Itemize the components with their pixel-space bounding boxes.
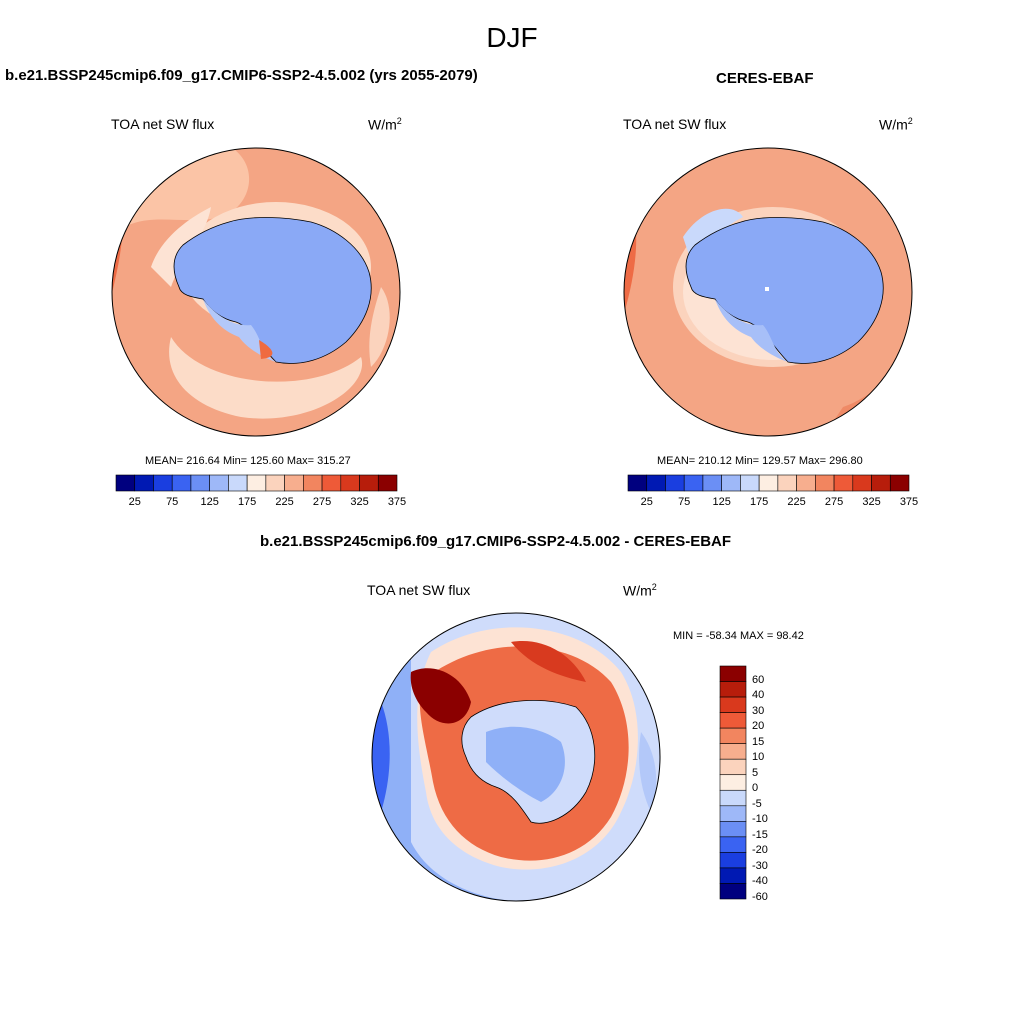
panel-3-colorbar [719, 665, 747, 900]
panel-2-colorbar-box [721, 474, 741, 492]
panel-3-colorbar-tick-label: 60 [752, 673, 765, 686]
panel-1-colorbar-box [115, 474, 136, 492]
panel-1-colorbar-box [303, 474, 323, 492]
panel-2-stats: MEAN= 210.12 Min= 129.57 Max= 296.80 [657, 455, 863, 467]
panel-1-colorbar-tick-label: 375 [387, 496, 407, 508]
panel-3-colorbar-box [719, 727, 747, 744]
panel-3-colorbar-tick-label: -15 [752, 828, 768, 841]
panel-1-colorbar-box [284, 474, 304, 492]
panel-1-colorbar-box [134, 474, 154, 492]
panel-3-colorbar-box [719, 774, 747, 791]
panel-2-colorbar-box [852, 474, 872, 492]
panel-2-colorbar-tick-label: 175 [749, 496, 769, 508]
panel-2-colorbar-box [740, 474, 760, 492]
panel-2-colorbar-tick-label: 75 [678, 496, 691, 508]
panel-2-colorbar-box [646, 474, 666, 492]
panel-3-colorbar-tick-label: -30 [752, 859, 768, 872]
panel-2-colorbar-box [833, 474, 854, 492]
panel-3-variable-label: TOA net SW flux [367, 582, 471, 598]
panel-3-colorbar-box [719, 883, 747, 900]
panel-1-colorbar-tick-label: 75 [166, 496, 179, 508]
panel-1-colorbar-box [153, 474, 173, 492]
figure-title: DJF [486, 22, 538, 53]
panel-2-colorbar-box [871, 474, 891, 492]
panel-3-colorbar-box [719, 743, 747, 760]
panel-1-colorbar-tick-label: 125 [200, 496, 219, 508]
panel-2-unit-label: W/m2 [879, 116, 913, 133]
panel-2-colorbar-box [758, 474, 779, 492]
panel-3-colorbar-box [719, 821, 747, 838]
panel-2-colorbar-box [665, 474, 685, 492]
panel-3-colorbar-box [719, 681, 747, 698]
panel-3-colorbar-tick-label: -10 [752, 813, 768, 826]
panel-1-colorbar-tick-label: 325 [350, 496, 369, 508]
panel-1-unit-label: W/m2 [368, 116, 402, 133]
panel-2-colorbar-box [796, 474, 816, 492]
panel-3-polar-map [371, 612, 661, 902]
panel-3-colorbar-tick-label: -20 [752, 844, 768, 857]
panel-1-colorbar-box [321, 474, 342, 492]
panel-1-colorbar-box [209, 474, 229, 492]
panel-1-colorbar-tick-label: 175 [237, 496, 257, 508]
panel-1-colorbar-box [246, 474, 267, 492]
panel-3-colorbar-box [719, 852, 747, 869]
panel-3-colorbar-tick-label: 0 [752, 782, 759, 795]
panel-2-polar-map [623, 147, 913, 437]
panel-2-colorbar-tick-label: 275 [824, 496, 844, 508]
panel-3-colorbar-box [719, 665, 747, 682]
panel-1-colorbar-tick-label: 275 [312, 496, 332, 508]
panel-2-colorbar-tick-label: 325 [862, 496, 881, 508]
panel-3-colorbar-box [719, 867, 747, 884]
panel-2-antarctica-land [685, 217, 884, 364]
panel-2-colorbar-tick-label: 375 [899, 496, 919, 508]
panel-1-colorbar-box [340, 474, 360, 492]
panel-3-colorbar-tick-label: -60 [752, 891, 768, 903]
panel-2-title: CERES-EBAF [716, 70, 814, 87]
panel-2-colorbar-box [777, 474, 797, 492]
panel-1-colorbar-box [190, 474, 210, 492]
panel-1-polar-map [111, 147, 401, 437]
panel-1-title: b.e21.BSSP245cmip6.f09_g17.CMIP6-SSP2-4.… [5, 67, 478, 84]
panel-3-min-max: MIN = -58.34 MAX = 98.42 [673, 630, 804, 642]
panel-3-colorbar-tick-label: 10 [752, 751, 765, 764]
panel-1-colorbar-tick-label: 25 [128, 496, 141, 508]
panel-3-colorbar-tick-label: 40 [752, 689, 765, 702]
panel-2-colorbar-box [889, 474, 910, 492]
panel-3-colorbar-box [719, 836, 747, 853]
panel-3-colorbar-tick-label: 5 [752, 766, 759, 779]
panel-3-colorbar-tick-label: -40 [752, 875, 768, 888]
panel-3-colorbar-box [719, 712, 747, 729]
panel-1-colorbar [115, 474, 398, 492]
panel-3-title: b.e21.BSSP245cmip6.f09_g17.CMIP6-SSP2-4.… [260, 533, 732, 550]
panel-2-colorbar-tick-label: 25 [640, 496, 653, 508]
panel-2-colorbar-box [683, 474, 704, 492]
panel-3-unit-label: W/m2 [623, 582, 657, 599]
panel-3-colorbar-box [719, 789, 747, 807]
panel-1-colorbar-tick-label: 225 [275, 496, 294, 508]
panel-1-colorbar-box [377, 474, 398, 492]
panel-3-colorbar-tick-label: 15 [752, 735, 765, 748]
panel-1-stats: MEAN= 216.64 Min= 125.60 Max= 315.27 [145, 455, 351, 467]
panel-2-colorbar-tick-label: 225 [787, 496, 806, 508]
panel-1-variable-label: TOA net SW flux [111, 116, 215, 132]
panel-3-colorbar-box [719, 696, 747, 713]
panel-2-colorbar-box [815, 474, 835, 492]
panel-2-colorbar-box [702, 474, 722, 492]
panel-1-colorbar-box [359, 474, 379, 492]
panel-2-colorbar-tick-label: 125 [712, 496, 731, 508]
panel-1-colorbar-box [171, 474, 192, 492]
panel-3-colorbar-tick-label: -5 [752, 797, 762, 810]
panel-3-colorbar-box [719, 758, 747, 776]
panel-2-colorbar-box [627, 474, 648, 492]
panel-1-antarctica-land [173, 217, 372, 364]
panel-3-colorbar-tick-label: 30 [752, 704, 765, 717]
panel-3-colorbar-box [719, 805, 747, 822]
panel-3-colorbar-tick-label: 20 [752, 720, 765, 733]
panel-1-colorbar-box [228, 474, 248, 492]
panel-1-colorbar-box [265, 474, 285, 492]
panel-2-variable-label: TOA net SW flux [623, 116, 727, 132]
panel-2-colorbar [627, 474, 910, 492]
